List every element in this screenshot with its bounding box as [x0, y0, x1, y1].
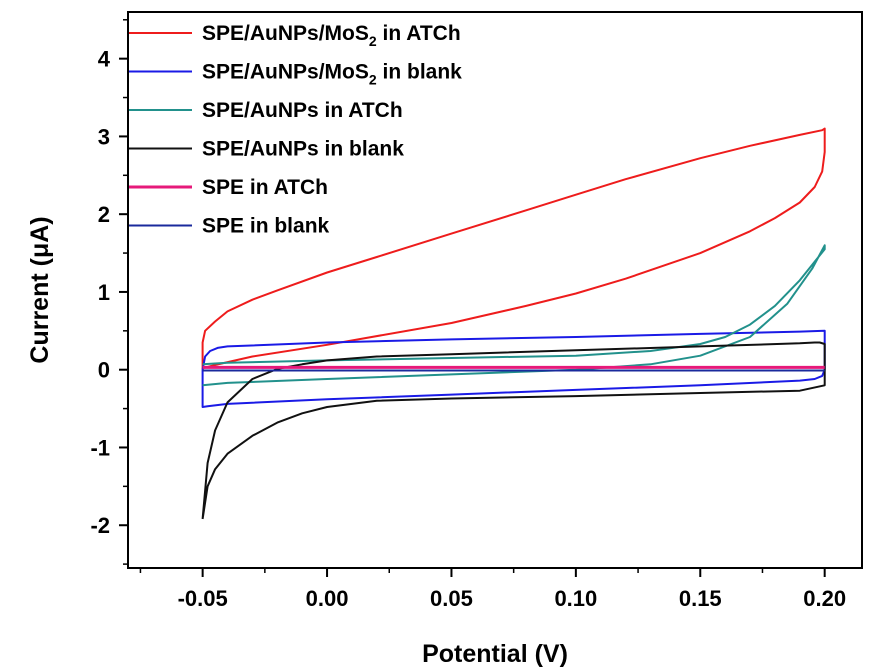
y-axis-title: Current (μA) — [26, 216, 54, 363]
x-tick-label: 0.05 — [430, 586, 473, 611]
y-tick-label: 2 — [98, 202, 110, 227]
y-tick-label: -2 — [90, 513, 110, 538]
legend-label: SPE in blank — [202, 215, 330, 238]
series-line-4 — [201, 341, 826, 520]
x-tick-label: 0.20 — [803, 586, 846, 611]
legend-label: SPE in ATCh — [202, 176, 328, 199]
y-tick-label: -1 — [90, 435, 110, 460]
x-tick-label: 0.10 — [554, 586, 597, 611]
plot-frame — [127, 11, 863, 569]
y-tick-label: 3 — [98, 124, 110, 149]
y-axis: -2 -1 0 1 2 3 4 — [90, 19, 128, 565]
series-line-3 — [202, 244, 826, 387]
x-tick-label: -0.05 — [178, 586, 228, 611]
y-tick-label: 4 — [98, 47, 111, 72]
x-tick-label: 0.00 — [306, 586, 349, 611]
legend-label: SPE/AuNPs in ATCh — [202, 99, 403, 122]
legend: SPE/AuNPs/MoS2 in ATCh SPE/AuNPs/MoS2 in … — [129, 22, 462, 238]
x-axis-title: Potential (V) — [422, 640, 568, 668]
legend-label: SPE/AuNPs/MoS2 in blank — [202, 61, 462, 88]
y-tick-label: 1 — [98, 280, 110, 305]
legend-label: SPE/AuNPs in blank — [202, 138, 404, 161]
legend-label: SPE/AuNPs/MoS2 in ATCh — [202, 22, 461, 49]
x-tick-label: 0.15 — [679, 586, 722, 611]
series-line-1 — [201, 127, 826, 370]
y-tick-label: 0 — [98, 358, 110, 383]
curves-layer — [201, 127, 826, 520]
x-axis: -0.05 0.00 0.05 0.10 0.15 0.20 — [139, 568, 846, 611]
